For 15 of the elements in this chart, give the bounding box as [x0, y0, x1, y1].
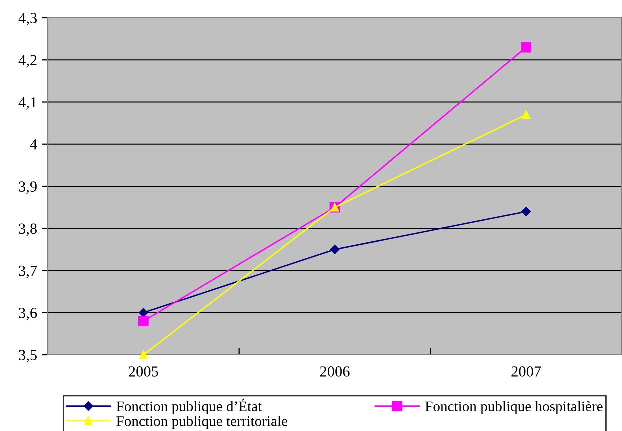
y-tick-label: 4,3 — [18, 13, 37, 26]
y-tick-label: 4,2 — [18, 55, 37, 68]
y-tick-label: 3,9 — [19, 182, 37, 194]
x-tick-label: 2007 — [512, 366, 542, 377]
y-tick-label: 3,8 — [19, 224, 37, 236]
y-tick-label: 3,5 — [19, 350, 37, 363]
x-tick-label: 2006 — [320, 366, 350, 377]
y-tick-label: 4 — [30, 140, 38, 150]
y-tick-label: 3,6 — [19, 308, 38, 321]
legend-label: Fonction publique d’État — [116, 398, 262, 414]
legend-label: Fonction publique territoriale — [116, 416, 288, 430]
x-tick-label: 2005 — [129, 366, 158, 377]
legend-label: Fonction publique hospitalière — [426, 401, 603, 414]
y-tick-label: 3,7 — [19, 266, 38, 278]
y-tick-label: 4,1 — [18, 97, 37, 110]
